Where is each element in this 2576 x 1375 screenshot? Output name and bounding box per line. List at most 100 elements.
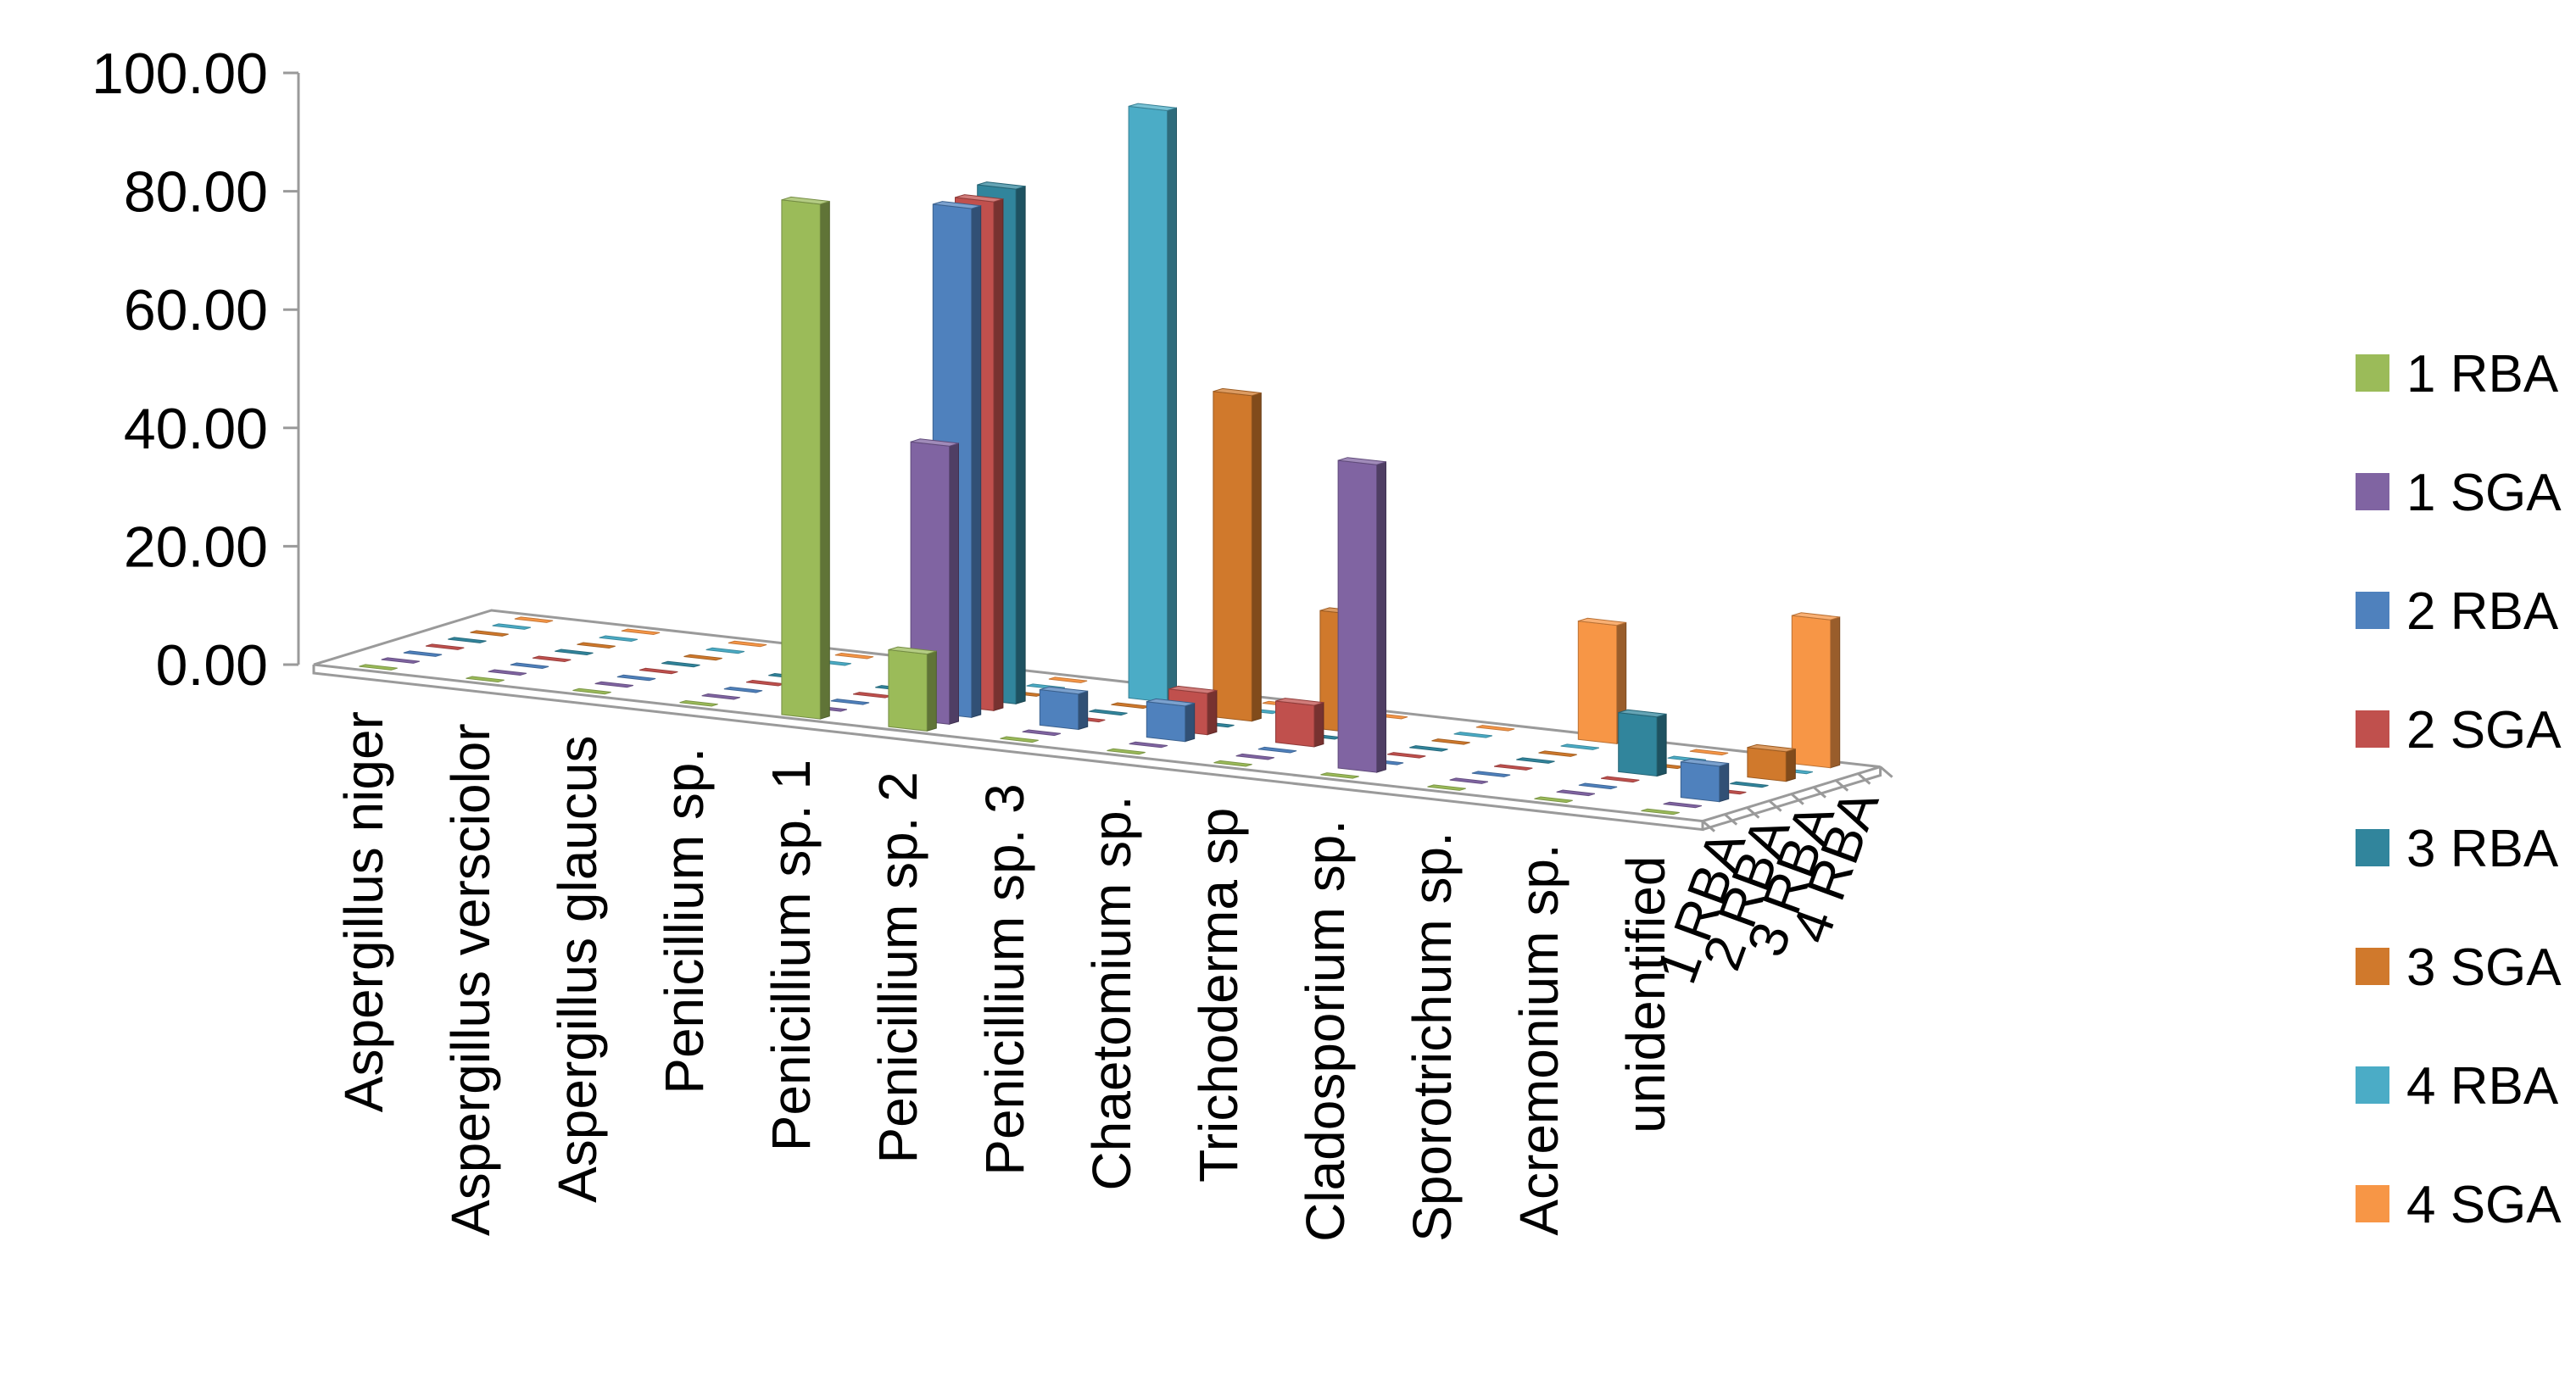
zero-marker-10-5: [1538, 750, 1577, 757]
y-tick-label: 60.00: [124, 278, 268, 342]
bar-front: [1618, 712, 1658, 777]
x-axis-category-labels: Aspergillus niger Aspergillus versciolor A…: [333, 711, 1676, 1242]
y-tick-label: 80.00: [124, 160, 268, 225]
bar-top: [1747, 743, 1796, 753]
x-category-label: Sporotrichum sp.: [1402, 832, 1463, 1242]
zero-marker-2-1: [594, 681, 634, 688]
legend-swatch: [2356, 473, 2389, 510]
zero-marker-11-0: [1534, 796, 1573, 804]
zero-marker-0-7: [514, 616, 554, 623]
depth-tick-mark: [1879, 765, 1893, 778]
bar-side: [971, 205, 982, 718]
x-category-label: Penicillium sp. 1: [761, 760, 822, 1151]
y-tick-label: 100.00: [92, 42, 268, 106]
zero-marker-2-6: [705, 647, 745, 654]
legend-swatch: [2356, 1185, 2389, 1222]
bar-2-rba-unidentified: [1680, 758, 1730, 803]
zero-marker-8-2: [1257, 746, 1297, 754]
zero-marker-8-0: [1213, 760, 1252, 767]
bar-top: [1337, 457, 1386, 465]
bar-top: [781, 196, 830, 205]
zero-marker-11-7: [1689, 749, 1729, 756]
zero-marker-11-2: [1578, 782, 1618, 790]
legend-swatch: [2356, 592, 2389, 629]
bar-side: [949, 443, 959, 725]
x-category-label: Chaetomium sp.: [1081, 796, 1142, 1191]
depth-tick-mark: [1835, 779, 1849, 792]
zero-marker-2-5: [683, 654, 722, 661]
bar-side: [1376, 461, 1386, 773]
zero-marker-8-1: [1235, 753, 1275, 760]
bar-side: [819, 200, 830, 720]
bar-front: [1146, 701, 1186, 743]
x-category-label: Trichoderma sp: [1188, 808, 1249, 1183]
zero-marker-4-2: [830, 699, 870, 705]
bar-side: [993, 198, 1004, 711]
bar-front: [1791, 615, 1832, 769]
zero-marker-10-0: [1427, 784, 1466, 791]
zero-marker-1-3: [532, 655, 572, 663]
bar-3-sga-chaetomium-sp-: [1213, 387, 1262, 722]
y-axis-tick-labels: 0.00 20.00 40.00 60.00 80.00 100.00: [92, 42, 298, 698]
zero-marker-1-0: [466, 676, 505, 683]
depth-tick-mark: [1813, 786, 1826, 799]
zero-marker-0-2: [403, 650, 443, 657]
x-category-label: Aspergillus versciolor: [440, 723, 501, 1236]
zero-marker-0-1: [381, 657, 421, 664]
zero-marker-1-4: [555, 649, 594, 656]
bar-top: [1275, 698, 1324, 706]
zero-marker-2-4: [661, 660, 700, 668]
legend-label: 3 SGA: [2406, 938, 2562, 997]
zero-marker-11-3: [1600, 776, 1640, 783]
zero-marker-7-1: [1129, 741, 1168, 749]
zero-marker-1-7: [621, 628, 661, 636]
legend-label: 3 RBA: [2406, 820, 2559, 878]
bar-1-rba-penicillium-sp-2: [888, 646, 937, 732]
zero-marker-9-5: [1431, 738, 1470, 745]
depth-tick-mark: [1857, 772, 1871, 785]
legend-label: 2 RBA: [2406, 582, 2559, 641]
zero-marker-6-1: [1022, 729, 1062, 737]
zero-marker-6-4: [1089, 709, 1128, 716]
bar-3-rba-acremonium-sp-: [1618, 709, 1667, 777]
legend: 1 RBA 1 SGA 2 RBA 2 SGA 3 RBA 3 SGA 4 RBA 4 SGA: [2356, 345, 2562, 1234]
zero-marker-2-0: [572, 688, 611, 695]
x-category-label: Aspergillus glaucus: [547, 736, 608, 1203]
floor-right-edge: [1702, 766, 1882, 832]
x-category-label: Penicillium sp.: [654, 748, 715, 1094]
zero-marker-5-7: [1048, 676, 1088, 683]
bar-side: [1078, 690, 1089, 731]
bar-top: [1618, 709, 1667, 718]
bar-top: [1146, 698, 1195, 707]
y-tick-label: 0.00: [156, 633, 268, 698]
legend-swatch: [2356, 1066, 2389, 1104]
bar-top: [955, 194, 1004, 203]
bar-front: [1577, 621, 1618, 744]
bar-top: [977, 181, 1026, 190]
legend-label: 2 SGA: [2406, 701, 2562, 760]
zero-marker-10-2: [1471, 771, 1511, 777]
bar-top: [1128, 103, 1177, 112]
bar-front: [888, 649, 928, 732]
zero-marker-9-6: [1453, 732, 1493, 738]
bar-side: [1719, 762, 1730, 803]
legend-label: 4 RBA: [2406, 1057, 2559, 1116]
zero-marker-0-4: [448, 637, 487, 643]
zero-marker-12-4: [1730, 781, 1769, 788]
bar-side: [1167, 107, 1177, 704]
zero-marker-9-7: [1475, 725, 1515, 732]
bar-side: [1185, 702, 1196, 743]
zero-marker-6-0: [1000, 736, 1039, 743]
zero-marker-0-0: [359, 664, 398, 671]
bar-2-rba-penicillium-sp-3: [1039, 686, 1089, 731]
zero-marker-10-1: [1449, 777, 1489, 784]
zero-marker-1-2: [510, 662, 549, 670]
zero-marker-10-6: [1560, 743, 1600, 750]
bar-2-sga-trichoderma-sp: [1275, 698, 1324, 748]
bar-top: [1040, 686, 1088, 695]
bar-1-sga-cladosporium-sp-: [1337, 457, 1386, 773]
bar-front: [1680, 761, 1720, 803]
bar-top: [1213, 387, 1262, 397]
legend-swatch: [2356, 710, 2389, 748]
zero-marker-9-4: [1409, 745, 1448, 752]
